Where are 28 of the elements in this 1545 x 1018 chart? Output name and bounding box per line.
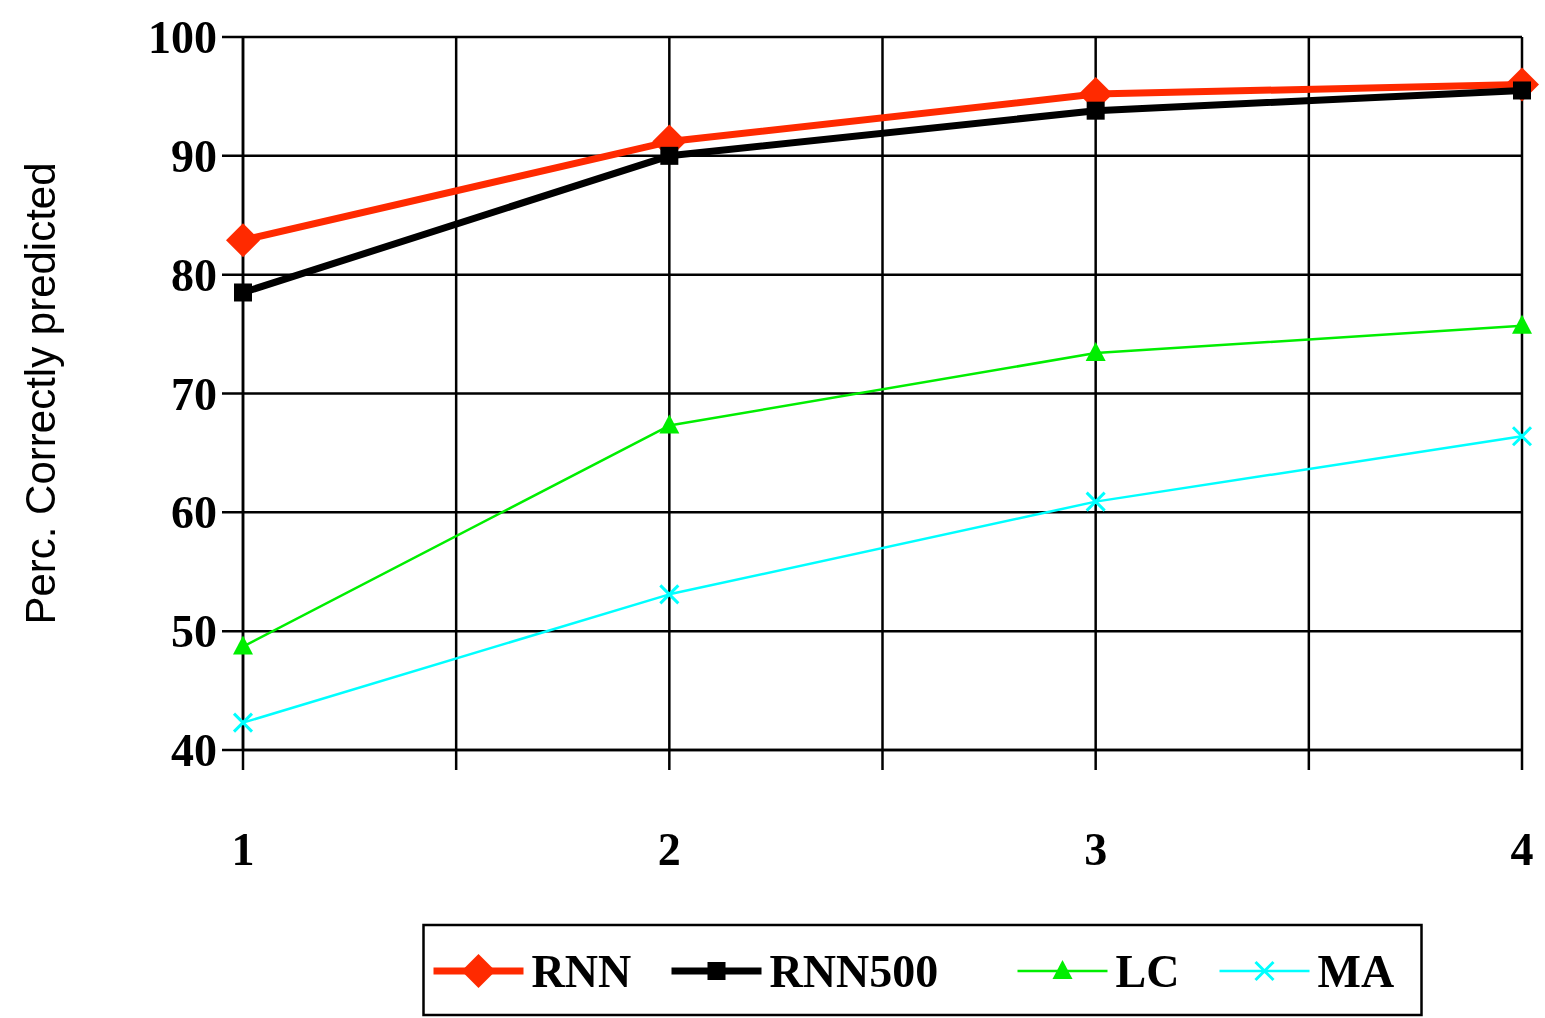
point — [234, 283, 252, 302]
y-tick-label: 100 — [148, 12, 217, 64]
x-tick-label: 4 — [1510, 824, 1534, 875]
point — [659, 414, 680, 434]
point — [232, 712, 254, 734]
legend-label: MA — [1317, 946, 1395, 998]
x-tick-label: 2 — [657, 824, 681, 875]
point — [233, 635, 253, 655]
point — [1085, 491, 1107, 513]
point — [658, 583, 680, 605]
y-tick-label: 40 — [171, 725, 217, 777]
x-tick-label: 1 — [231, 824, 255, 875]
point — [226, 223, 260, 258]
point — [1512, 314, 1532, 334]
y-axis-title: Perc. Correctly predicted — [17, 162, 64, 625]
y-tick-label: 50 — [171, 606, 217, 658]
x-tick-label: 3 — [1084, 824, 1108, 875]
y-tick-label: 70 — [171, 368, 217, 420]
y-tick-label: 90 — [171, 130, 217, 182]
y-tick-label: 80 — [171, 249, 217, 301]
point — [1086, 101, 1105, 120]
point — [1511, 425, 1533, 447]
point — [660, 146, 679, 165]
y-tick-label: 60 — [171, 487, 217, 539]
legend-label: RNN — [531, 946, 632, 998]
point — [1085, 342, 1106, 362]
legend-label: RNN500 — [769, 946, 939, 998]
legend-label: LC — [1115, 946, 1180, 998]
